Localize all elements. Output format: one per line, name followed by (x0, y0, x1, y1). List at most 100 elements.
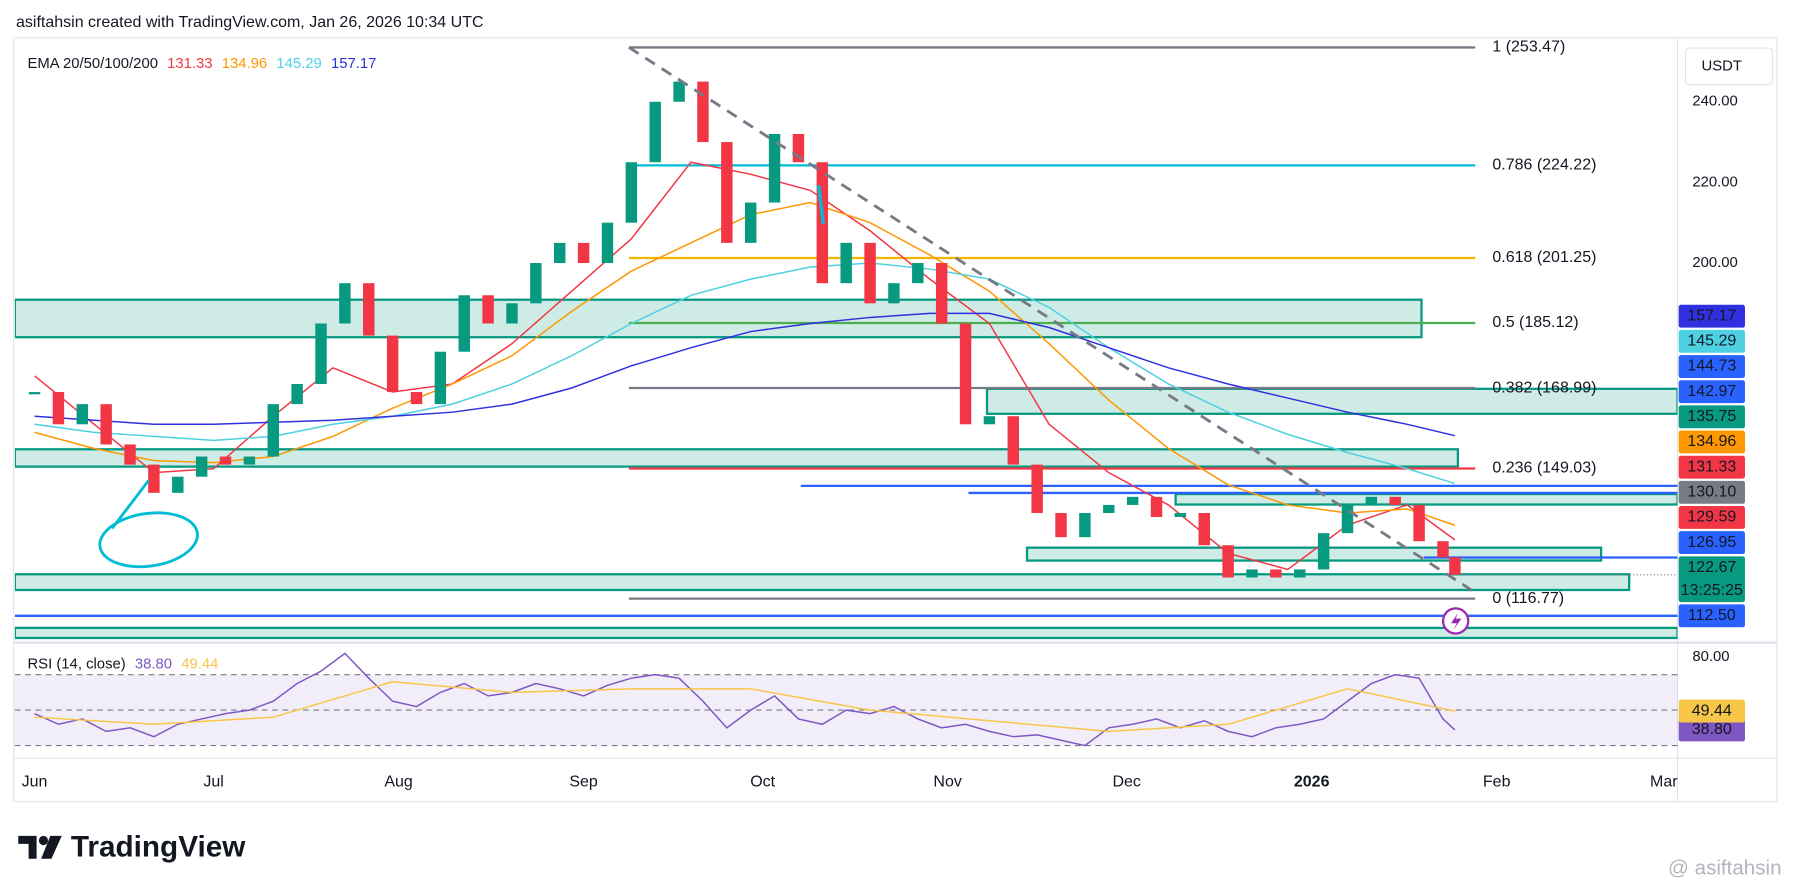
x-tick-label: Jun (22, 773, 48, 790)
header: asiftahsin created with TradingView.com,… (16, 14, 484, 31)
price-label-box (1678, 304, 1745, 328)
candle (744, 202, 757, 243)
ema-legend-value: 157.17 (331, 56, 376, 72)
rsi-label-box (1678, 718, 1745, 742)
candle (601, 222, 614, 264)
candle (1031, 464, 1043, 513)
price-label: 131.33 (1687, 458, 1736, 475)
watermark: @ asiftahsin (1668, 857, 1782, 880)
candle (267, 404, 279, 457)
fib-label: 0.236 (149.03) (1492, 460, 1596, 477)
rsi-label: 38.80 (1692, 721, 1732, 738)
x-tick-label: Dec (1112, 773, 1140, 790)
price-label-box (1678, 531, 1745, 555)
candle (386, 335, 399, 393)
rsi-legend: RSI (14, close) 38.80 49.44 (27, 656, 218, 672)
drawn-stroke (110, 479, 150, 530)
price-label-box (1678, 455, 1745, 479)
currency-button[interactable] (1684, 47, 1773, 86)
candle (1150, 496, 1163, 518)
price-label-box (1678, 430, 1745, 454)
price-label: 142.97 (1687, 383, 1736, 400)
price-label: 126.95 (1687, 534, 1736, 551)
rsi-legend-value: 49.44 (181, 656, 218, 672)
candle (959, 323, 972, 425)
candle (1437, 541, 1449, 558)
candle (1294, 569, 1306, 578)
candle (673, 81, 685, 102)
zone (14, 298, 1423, 339)
rsi-line (34, 652, 1456, 747)
zone (14, 626, 1678, 640)
trend-line (628, 46, 1476, 594)
x-tick-label: Jul (203, 773, 223, 790)
price-label: 134.96 (1687, 433, 1736, 450)
candle (291, 383, 303, 405)
candle (864, 242, 876, 304)
price-label: 145.29 (1687, 333, 1736, 350)
candle (1174, 512, 1187, 518)
rsi-legend-value: 38.80 (135, 656, 172, 672)
candle (1413, 504, 1425, 542)
ema-legend-value: 134.96 (222, 56, 267, 72)
price-label: 130.10 (1687, 484, 1736, 501)
candle (1449, 557, 1461, 575)
fib-label: 0.5 (185.12) (1492, 314, 1578, 331)
rsi-legend-title: RSI (14, close) (27, 656, 125, 672)
logo-mark (38, 835, 49, 846)
x-tick-label: Sep (569, 773, 598, 790)
fib-label: 0.382 (168.99) (1492, 379, 1596, 396)
candle (1270, 569, 1282, 578)
price-label: 144.73 (1687, 358, 1736, 375)
candle (28, 392, 41, 395)
chart-frame (13, 37, 1778, 803)
ema-legend: EMA 20/50/100/200 131.33 134.96 145.29 157.1… (27, 56, 376, 72)
candle (625, 162, 638, 223)
x-tick-label: 2026 (1294, 773, 1330, 790)
candle (888, 283, 900, 304)
candle (1079, 512, 1091, 538)
x-tick-label: Oct (750, 773, 775, 790)
fib-label: 0.618 (201.25) (1492, 249, 1596, 266)
y-tick-label: 200.00 (1692, 255, 1737, 271)
zone (1174, 492, 1678, 506)
price-label-box (1678, 506, 1745, 529)
candle (172, 476, 184, 493)
price-label-box (1678, 604, 1745, 628)
price-label: 122.67 (1687, 559, 1736, 576)
candle (697, 81, 709, 143)
price-label: 129.59 (1687, 509, 1736, 526)
candle (530, 263, 542, 304)
candle (195, 456, 208, 477)
candle (983, 416, 996, 425)
zone (14, 448, 1460, 468)
candle (1126, 496, 1139, 505)
rsi-ma-line (34, 680, 1456, 733)
alert-bolt (1451, 612, 1462, 631)
candle (100, 404, 112, 445)
candle (768, 134, 781, 203)
x-tick-label: Aug (384, 773, 412, 790)
ema-legend-value: 131.33 (167, 56, 212, 72)
currency: USDT (1702, 58, 1742, 74)
fib-label: 0.786 (224.22) (1492, 157, 1596, 174)
candle (1365, 496, 1378, 505)
candle (52, 392, 65, 425)
candle (410, 392, 423, 405)
x-tick-label: Feb (1483, 773, 1511, 790)
candle (1103, 504, 1115, 513)
fib-label: 1 (253.47) (1492, 39, 1565, 56)
candle (1198, 512, 1210, 546)
candle (458, 295, 470, 352)
y-tick-label: 220.00 (1692, 174, 1737, 190)
candle (506, 303, 518, 324)
logo-mark (41, 835, 62, 859)
drawn-arrow (817, 185, 826, 225)
price-label-box (1678, 556, 1745, 603)
price-label: 157.17 (1687, 307, 1736, 324)
axes: 1 (253.47) 0.786 (224.22) 0.618 (201.25) 0.… (22, 39, 1745, 790)
x-tick-label: Nov (933, 773, 961, 790)
candle (434, 351, 447, 405)
